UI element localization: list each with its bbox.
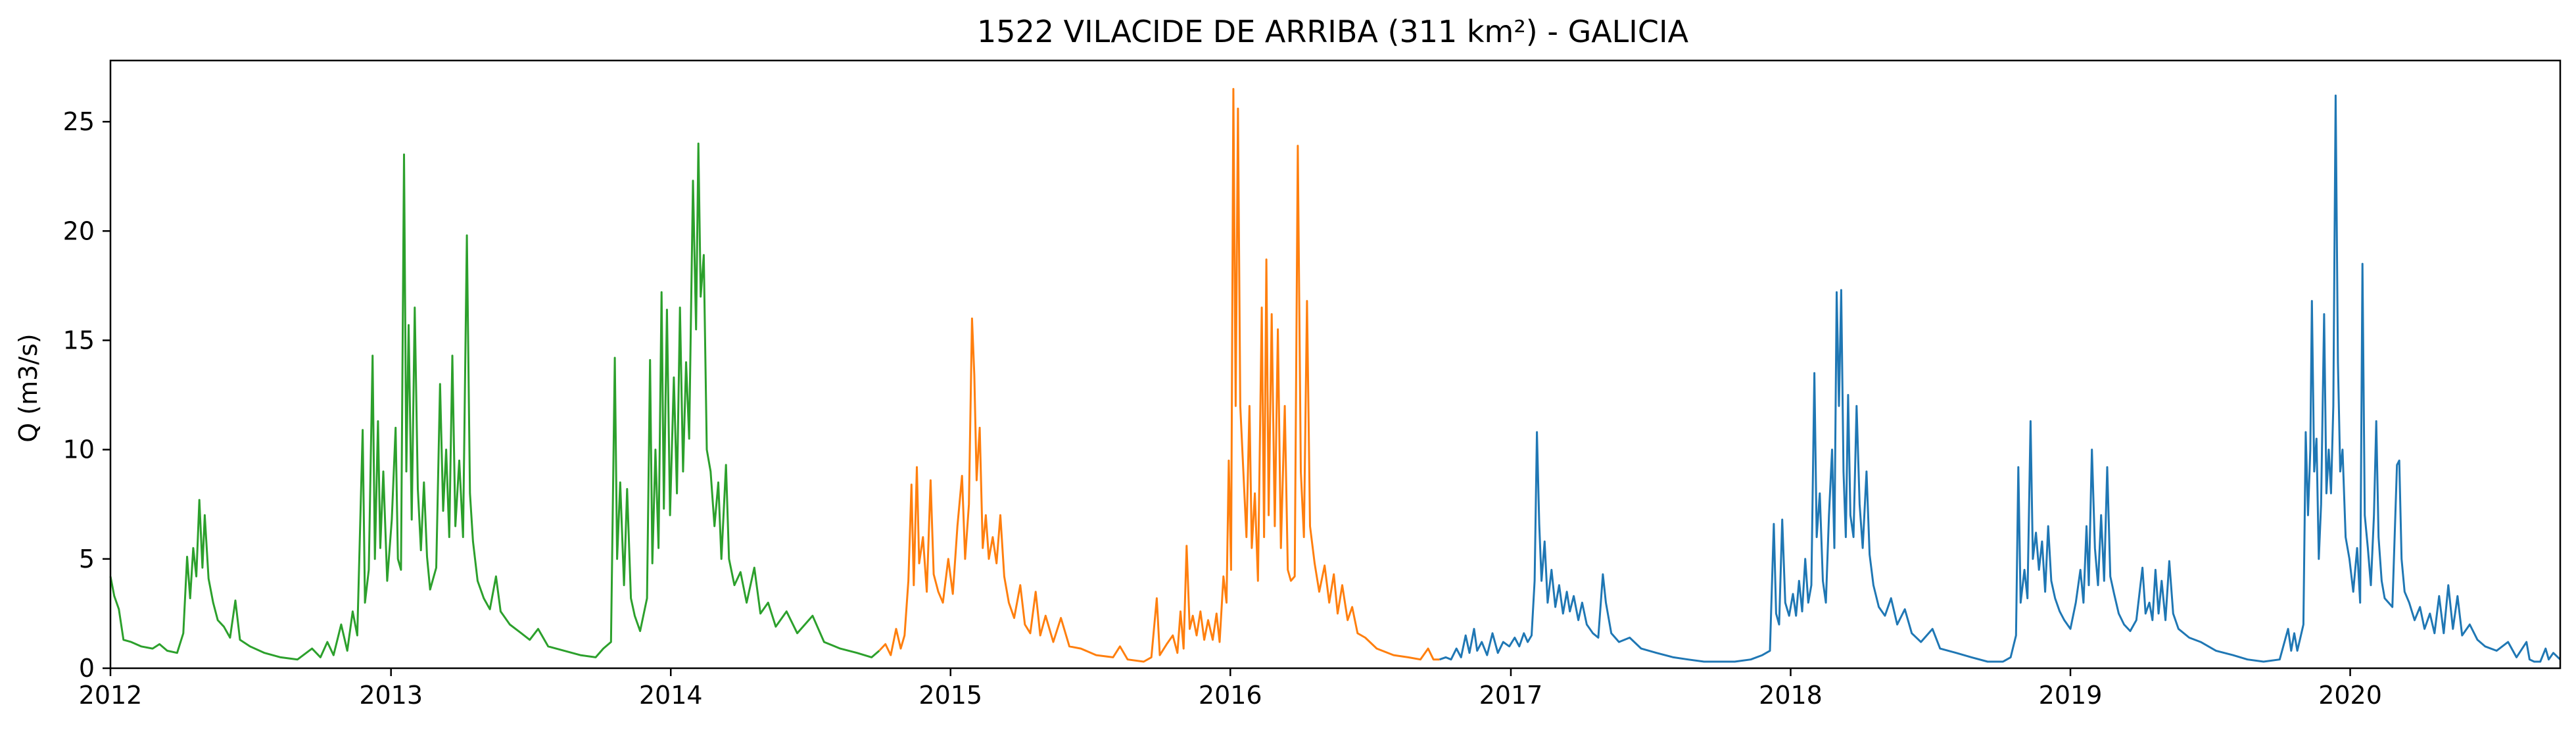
series-layer — [109, 87, 2562, 663]
series-line-1 — [109, 142, 880, 661]
ticks-layer: 2012 2013 2014 2015 2016 2017 2018 2019 20200510… — [63, 107, 2382, 710]
y-tick-label: 15 — [63, 326, 95, 355]
x-tick-label: 2017 — [1479, 681, 1543, 710]
y-tick-label: 5 — [79, 545, 95, 574]
x-tick-label: 2016 — [1199, 681, 1262, 710]
x-tick-label: 2019 — [2039, 681, 2103, 710]
x-tick-label: 2013 — [359, 681, 423, 710]
y-tick-label: 25 — [63, 107, 95, 136]
chart-title: 1522 VILACIDE DE ARRIBA (311 km²) - GALI… — [977, 14, 1689, 49]
x-tick-label: 2018 — [1759, 681, 1823, 710]
y-tick-label: 10 — [63, 435, 95, 464]
x-tick-label: 2020 — [2318, 681, 2382, 710]
y-tick-label: 0 — [79, 654, 95, 683]
x-tick-label: 2012 — [79, 681, 143, 710]
x-tick-label: 2014 — [639, 681, 703, 710]
x-tick-label: 2015 — [918, 681, 982, 710]
plot-frame — [109, 59, 2562, 670]
series-line-3 — [1439, 94, 2562, 663]
series-line-2 — [878, 87, 1440, 663]
y-tick-label: 20 — [63, 216, 95, 245]
y-axis-label: Q (m3/s) — [14, 333, 43, 442]
